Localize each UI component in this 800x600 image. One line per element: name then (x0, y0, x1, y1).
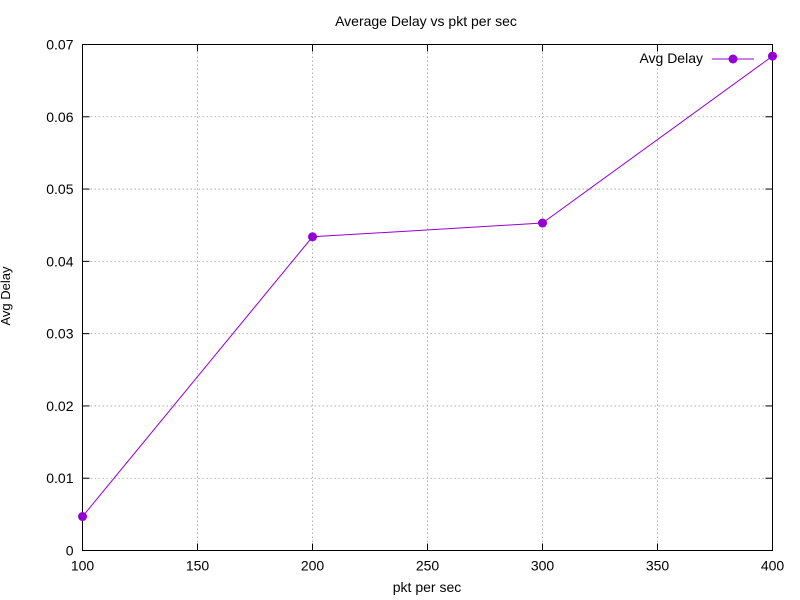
data-point (78, 512, 87, 522)
axis-ticks (82, 44, 773, 551)
series-line (82, 55, 773, 517)
y-tick-label: 0.02 (46, 398, 73, 414)
y-tick-label: 0.07 (46, 37, 73, 53)
data-point (538, 218, 547, 228)
chart-title: Average Delay vs pkt per sec (335, 13, 517, 29)
x-tick-label: 250 (416, 558, 440, 574)
x-tick-label: 350 (646, 558, 670, 574)
data-point (768, 51, 777, 61)
grid-lines (82, 44, 773, 551)
y-tick-label: 0 (66, 543, 74, 559)
legend-label: Avg Delay (639, 50, 703, 66)
y-tick-label: 0.04 (46, 253, 73, 269)
x-axis-label: pkt per sec (393, 579, 461, 595)
x-tick-label: 100 (71, 558, 95, 574)
data-point (308, 232, 317, 242)
x-tick-label: 200 (301, 558, 325, 574)
y-tick-labels: 0 0.01 0.02 0.03 0.04 0.05 0.06 0.07 (46, 37, 73, 559)
series-group (78, 51, 777, 522)
legend: Avg Delay (639, 50, 754, 66)
y-tick-label: 0.05 (46, 181, 73, 197)
x-tick-label: 300 (531, 558, 555, 574)
y-tick-label: 0.01 (46, 470, 73, 486)
y-tick-label: 0.03 (46, 326, 73, 342)
x-tick-label: 150 (186, 558, 210, 574)
x-tick-label: 400 (761, 558, 785, 574)
legend-marker (728, 54, 738, 64)
y-axis-label: Avg Delay (0, 266, 13, 326)
y-tick-label: 0.06 (46, 109, 73, 125)
x-tick-labels: 100 150 200 250 300 350 400 (71, 558, 785, 574)
